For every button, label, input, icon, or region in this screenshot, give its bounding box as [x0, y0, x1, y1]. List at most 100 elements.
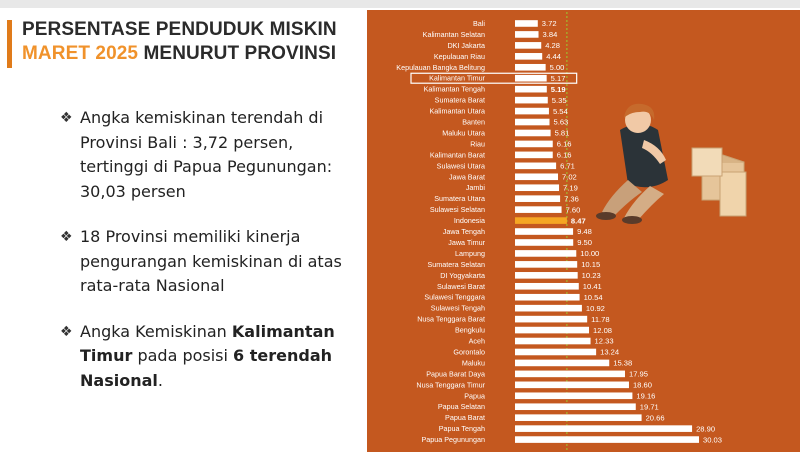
- category-label: Papua Selatan: [438, 402, 485, 411]
- bar: [515, 206, 562, 213]
- category-label: Kalimantan Tengah: [424, 85, 485, 94]
- value-label: 7.19: [563, 183, 578, 192]
- value-label: 4.44: [546, 52, 561, 61]
- highlight-box-kalimantan-timur: [410, 72, 578, 84]
- diamond-bullet-icon: ❖: [60, 229, 73, 245]
- diamond-bullet-icon: ❖: [60, 110, 73, 126]
- bar: [515, 425, 693, 432]
- bar: [515, 392, 633, 400]
- category-label: DI Yogyakarta: [440, 271, 485, 280]
- category-label: Aceh: [469, 337, 485, 346]
- value-label: 11.78: [591, 315, 609, 324]
- category-label: Sulawesi Selatan: [430, 205, 485, 214]
- bar: [515, 250, 577, 257]
- value-label: 5.81: [555, 129, 570, 138]
- title-line-2-rest: MENURUT PROVINSI: [138, 43, 337, 64]
- bar: [515, 184, 560, 192]
- value-label: 5.35: [552, 96, 567, 105]
- value-label: 6.71: [560, 162, 575, 171]
- bar: [515, 129, 551, 137]
- bar: [515, 96, 548, 104]
- title-line-1: PERSENTASE PENDUDUK MISKIN: [22, 19, 337, 40]
- category-label: Banten: [462, 118, 485, 127]
- bullet-text-pre: Angka Kemiskinan: [80, 321, 232, 341]
- value-label: 5.54: [553, 107, 568, 116]
- category-label: Sumatera Utara: [434, 194, 485, 203]
- value-label: 5.19: [551, 85, 566, 94]
- value-label: 9.48: [577, 227, 592, 236]
- category-label: Kalimantan Selatan: [423, 30, 485, 39]
- value-label: 3.72: [542, 19, 557, 28]
- category-label: Papua Barat Daya: [426, 369, 485, 378]
- category-label: Sulawesi Tenggara: [424, 293, 485, 302]
- value-label: 19.16: [636, 391, 655, 400]
- value-label: 10.92: [586, 304, 605, 313]
- value-label: 10.23: [582, 271, 601, 280]
- value-label: 4.28: [545, 41, 560, 50]
- value-label: 13.24: [600, 348, 619, 357]
- value-label: 10.15: [581, 260, 600, 269]
- bar: [515, 293, 580, 301]
- value-label: 19.71: [640, 402, 659, 411]
- bar: [515, 359, 610, 367]
- value-label: 9.50: [577, 238, 592, 247]
- bar: [515, 53, 543, 60]
- bullet-bold-province: Kalimantan Timur: [80, 321, 335, 366]
- value-label: 12.08: [593, 326, 612, 335]
- value-label: 6.16: [557, 140, 572, 149]
- category-label: Kepulauan Riau: [434, 52, 485, 61]
- poverty-bar-chart: Bali 3.72 Kalimantan Selatan 3.84 DKI Jakart…: [396, 12, 722, 450]
- category-label: Nusa Tenggara Barat: [417, 315, 485, 324]
- bar: [515, 42, 542, 49]
- bar: [515, 140, 553, 148]
- category-label: Sulawesi Barat: [437, 282, 485, 291]
- bar: [515, 85, 547, 93]
- category-label: Papua Pegunungan: [421, 435, 485, 444]
- page-title: PERSENTASE PENDUDUK MISKIN MARET 2025 ME…: [22, 18, 337, 66]
- bar: [515, 370, 625, 378]
- sad-person-illustration: [596, 103, 747, 224]
- bar: [515, 414, 642, 421]
- bar: [515, 282, 579, 290]
- bar: [515, 304, 582, 312]
- category-label: Maluku Utara: [442, 128, 485, 137]
- value-label: 10.41: [583, 282, 602, 291]
- bullet-text-post: .: [157, 370, 163, 390]
- bar-indonesia-national: [515, 217, 567, 224]
- category-label: Papua: [464, 391, 485, 400]
- bar: [515, 74, 547, 82]
- diamond-bullet-icon: ❖: [60, 323, 73, 340]
- title-highlight: MARET 2025: [22, 43, 139, 64]
- category-label: Bali: [473, 19, 485, 28]
- category-label: Nusa Tenggara Timur: [416, 380, 485, 389]
- value-label: 30.03: [703, 435, 722, 444]
- value-label: 5.00: [550, 63, 565, 72]
- value-label: 3.84: [543, 30, 558, 39]
- value-label: 12.33: [595, 337, 614, 346]
- bar: [515, 20, 538, 27]
- category-label: Lampung: [455, 249, 485, 258]
- bar: [515, 228, 574, 235]
- value-label: 5.63: [553, 118, 568, 127]
- category-label: Riau: [470, 139, 485, 148]
- bullet-lowest-highest: ❖ Angka kemiskinan terendah di Provinsi …: [60, 106, 360, 204]
- bar: [515, 63, 546, 71]
- category-label: Kalimantan Timur: [429, 74, 486, 83]
- bar: [515, 326, 590, 334]
- bullet-list: ❖ Angka kemiskinan terendah di Provinsi …: [60, 106, 360, 414]
- bullet-bold-rank: 6 terendah Nasional: [80, 346, 333, 390]
- category-label: Sumatera Selatan: [427, 260, 485, 269]
- bar: [515, 195, 561, 202]
- bar: [515, 261, 578, 268]
- category-label: Gorontalo: [453, 347, 485, 356]
- bar: [515, 31, 539, 38]
- category-label: DKI Jakarta: [447, 41, 485, 50]
- bar: [515, 151, 553, 159]
- bar: [515, 348, 597, 356]
- value-label: 7.02: [562, 172, 577, 181]
- value-label: 7.60: [566, 205, 581, 214]
- category-label: Sumatera Barat: [435, 96, 485, 105]
- value-label: 28.90: [696, 424, 715, 433]
- value-label: 5.17: [551, 74, 566, 83]
- category-label: Bengkulu: [455, 326, 485, 335]
